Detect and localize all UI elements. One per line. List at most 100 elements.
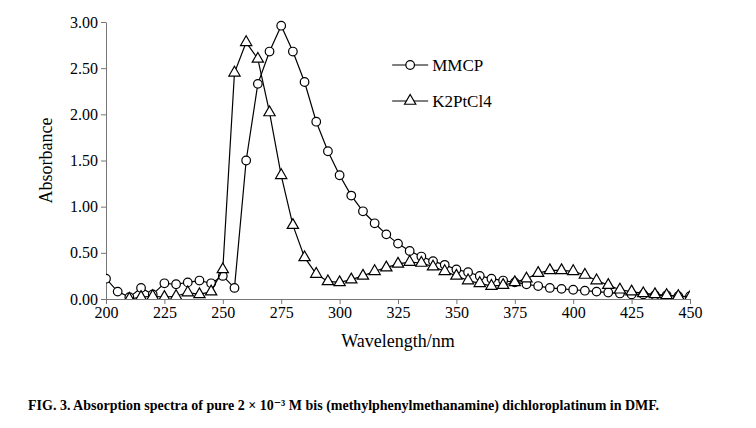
marker <box>546 284 555 293</box>
marker-group <box>604 288 613 297</box>
marker <box>462 274 473 284</box>
tick-label: 1.00 <box>70 198 98 215</box>
marker-group <box>486 280 497 290</box>
marker-group <box>394 239 403 248</box>
marker <box>252 52 263 62</box>
marker-group <box>289 47 298 56</box>
marker <box>357 269 368 279</box>
legend: MMCP K2PtCl4 <box>392 56 492 111</box>
marker <box>649 288 660 298</box>
marker-group <box>242 156 251 165</box>
marker <box>335 171 344 180</box>
tick-mark <box>101 68 106 69</box>
marker-group <box>170 290 181 299</box>
marker-group <box>124 292 135 299</box>
legend-marker <box>405 94 416 104</box>
marker-group <box>264 106 275 116</box>
marker <box>638 287 649 297</box>
legend-label: MMCP <box>432 56 483 75</box>
marker-group <box>439 265 450 275</box>
marker-group <box>276 169 287 179</box>
marker <box>241 36 252 46</box>
marker <box>277 21 286 30</box>
marker-group <box>160 279 169 288</box>
marker <box>217 263 228 273</box>
marker-group <box>626 285 637 295</box>
marker <box>394 239 403 248</box>
marker-group <box>277 21 286 30</box>
tick-mark <box>101 22 106 23</box>
chart: 2002252502753003253503754004254500.000.5… <box>0 0 756 428</box>
marker <box>159 291 170 299</box>
tick-label: 300 <box>328 304 352 321</box>
plot: 2002252502753003253503754004254500.000.5… <box>70 14 703 322</box>
marker-group <box>300 78 309 87</box>
legend-entry: K2PtCl4 <box>392 92 492 111</box>
tick-label: 1.50 <box>70 152 98 169</box>
y-axis-title: Absorbance <box>36 118 56 204</box>
tick-label: 2.50 <box>70 60 98 77</box>
marker <box>544 264 555 274</box>
tick: 300 <box>328 299 352 321</box>
marker <box>347 191 356 200</box>
title: FIG. 3. Absorption spectra of pure 2 × 1… <box>28 398 659 414</box>
marker-group <box>684 291 690 299</box>
tick: 1.00 <box>70 198 106 215</box>
tick: 375 <box>503 299 527 321</box>
marker-group <box>230 284 239 293</box>
marker <box>346 273 357 283</box>
tick: 0.50 <box>70 244 106 261</box>
marker <box>160 279 169 288</box>
marker <box>556 264 567 274</box>
marker-group <box>347 191 356 200</box>
marker <box>265 47 274 56</box>
tick: 225 <box>153 299 177 321</box>
marker-group <box>673 290 684 299</box>
marker <box>182 286 193 296</box>
tick-label: 250 <box>211 304 235 321</box>
marker <box>404 256 415 266</box>
tick-label: 400 <box>562 304 586 321</box>
marker <box>509 276 520 286</box>
legend-label: K2PtCl4 <box>432 92 492 111</box>
marker <box>300 78 309 87</box>
marker-group <box>661 289 672 299</box>
marker <box>392 257 403 267</box>
marker <box>569 285 578 294</box>
tick-mark <box>101 114 106 115</box>
marker <box>604 288 613 297</box>
marker-group <box>392 257 403 267</box>
marker-group <box>451 269 462 279</box>
tick-mark <box>101 207 106 208</box>
marker-group <box>546 284 555 293</box>
marker-group <box>462 274 473 284</box>
marker-group <box>159 291 170 299</box>
marker-group <box>533 267 544 277</box>
marker <box>486 280 497 290</box>
marker <box>359 207 368 216</box>
marker <box>264 106 275 116</box>
marker-group <box>556 264 567 274</box>
tick-label: 0.50 <box>70 244 98 261</box>
marker-group <box>135 291 146 299</box>
tick-label: 375 <box>503 304 527 321</box>
series-line <box>106 26 690 297</box>
marker-group <box>335 171 344 180</box>
marker <box>230 284 239 293</box>
marker <box>194 288 205 298</box>
marker <box>497 279 508 289</box>
tick: 2.50 <box>70 60 106 77</box>
tick: 450 <box>679 299 703 321</box>
marker-group <box>287 219 298 229</box>
x-axis-title: Wavelength/nm <box>341 331 455 351</box>
tick-label: 0.00 <box>70 291 98 308</box>
tick-label: 275 <box>270 304 294 321</box>
marker <box>557 285 566 294</box>
marker <box>626 285 637 295</box>
marker-group <box>229 66 240 76</box>
marker-group <box>359 207 368 216</box>
marker <box>684 291 690 299</box>
tick-mark <box>281 299 282 304</box>
tick-label: 3.00 <box>70 14 98 31</box>
tick-label: 350 <box>445 304 469 321</box>
